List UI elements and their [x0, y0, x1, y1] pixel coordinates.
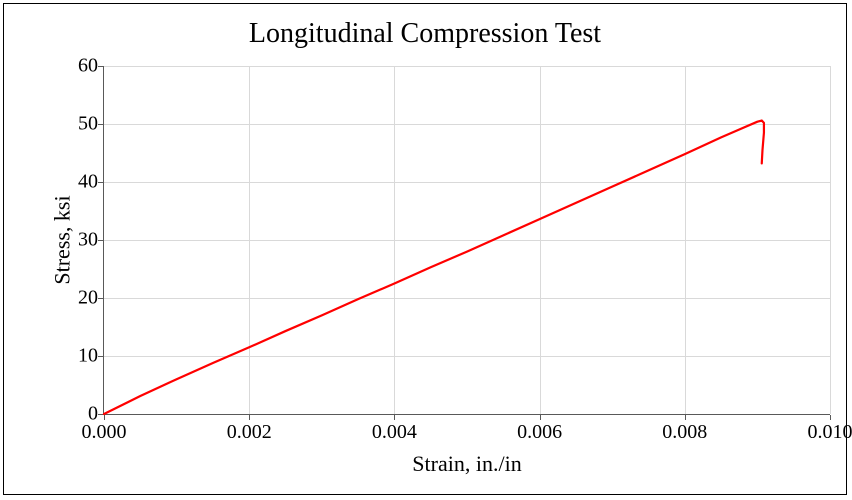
y-tick-label: 30	[66, 229, 98, 252]
y-tick-label: 40	[66, 171, 98, 194]
plot-svg	[104, 66, 830, 414]
chart-frame: Longitudinal Compression Test Strain, in…	[3, 3, 847, 495]
y-tick	[98, 240, 103, 241]
plot-area: Strain, in./in Stress, ksi 0.0000.0020.0…	[103, 66, 830, 415]
y-tick-label: 10	[66, 345, 98, 368]
chart-title: Longitudinal Compression Test	[4, 18, 846, 50]
y-tick	[98, 298, 103, 299]
x-tick	[830, 415, 831, 420]
x-tick-label: 0.010	[808, 421, 852, 444]
y-tick-label: 20	[66, 287, 98, 310]
x-tick-label: 0.008	[662, 421, 707, 444]
y-tick-label: 0	[66, 403, 98, 426]
x-tick	[540, 415, 541, 420]
x-tick	[394, 415, 395, 420]
gridline-vertical	[830, 66, 831, 414]
y-tick-label: 60	[66, 55, 98, 78]
y-tick	[98, 66, 103, 67]
x-tick-label: 0.004	[372, 421, 417, 444]
x-axis-title: Strain, in./in	[412, 451, 521, 477]
y-tick-label: 50	[66, 113, 98, 136]
x-tick	[685, 415, 686, 420]
y-tick	[98, 182, 103, 183]
x-tick-label: 0.002	[227, 421, 272, 444]
y-tick	[98, 414, 103, 415]
x-tick	[249, 415, 250, 420]
x-tick	[104, 415, 105, 420]
y-tick	[98, 356, 103, 357]
y-tick	[98, 124, 103, 125]
x-tick-label: 0.006	[517, 421, 562, 444]
series-stress-strain	[104, 121, 764, 414]
